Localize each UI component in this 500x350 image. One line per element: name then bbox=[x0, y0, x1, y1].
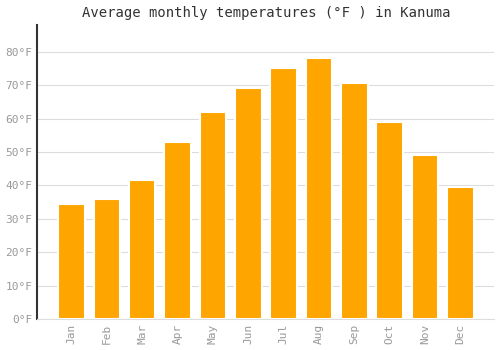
Bar bbox=[94, 199, 120, 319]
Bar bbox=[447, 187, 473, 319]
Bar bbox=[235, 89, 262, 319]
Bar bbox=[376, 122, 403, 319]
Bar bbox=[341, 83, 367, 319]
Bar bbox=[129, 181, 156, 319]
Bar bbox=[270, 68, 297, 319]
Title: Average monthly temperatures (°F ) in Kanuma: Average monthly temperatures (°F ) in Ka… bbox=[82, 6, 450, 20]
Bar bbox=[306, 58, 332, 319]
Bar bbox=[412, 155, 438, 319]
Bar bbox=[164, 142, 191, 319]
Bar bbox=[200, 112, 226, 319]
Bar bbox=[58, 204, 84, 319]
